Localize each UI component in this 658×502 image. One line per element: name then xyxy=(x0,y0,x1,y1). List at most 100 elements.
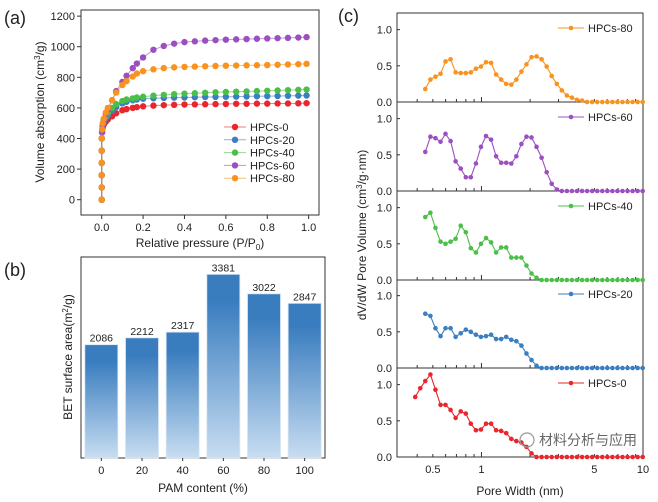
plot-frame xyxy=(80,9,320,216)
data-point-HPCs-60 xyxy=(428,134,433,140)
data-point-HPCs-20 xyxy=(284,92,292,100)
data-point-HPCs-0 xyxy=(150,102,157,109)
x-tick-label: 20 xyxy=(136,465,148,477)
data-point-HPCs-80 xyxy=(605,99,610,105)
data-point-HPCs-20 xyxy=(508,337,514,343)
data-point-HPCs-40 xyxy=(468,245,474,251)
x-tick-label: 0.4 xyxy=(177,222,192,234)
data-point-HPCs-60 xyxy=(559,188,565,194)
y-tick-label: 0.5 xyxy=(377,327,392,339)
data-point-HPCs-80 xyxy=(170,64,178,71)
data-point-HPCs-80 xyxy=(274,61,281,68)
data-point-HPCs-40 xyxy=(274,87,281,94)
data-point-HPCs-60 xyxy=(473,161,479,166)
data-point-HPCs-20 xyxy=(534,363,539,369)
x-tick-label: 100 xyxy=(295,465,313,477)
data-point-HPCs-60 xyxy=(433,135,438,141)
data-point-HPCs-40 xyxy=(253,87,261,95)
legend-label: HPCs-20 xyxy=(588,289,633,301)
data-point-HPCs-60 xyxy=(503,160,509,166)
data-point-HPCs-60 xyxy=(640,188,646,194)
data-point-HPCs-80 xyxy=(635,99,640,105)
x-tick-label: 60 xyxy=(217,465,229,477)
legend-label: HPCs-80 xyxy=(588,23,633,35)
bet-bar-chart: 2086 0 2212 20 2317 40 3381 60 3022 80 2847 100 xyxy=(80,256,326,477)
bar xyxy=(125,337,159,459)
y-tick-label: 600 xyxy=(57,103,75,115)
data-point-HPCs-40 xyxy=(453,236,458,242)
data-point-HPCs-60 xyxy=(534,144,539,150)
bar-value-label: 3381 xyxy=(212,262,236,274)
data-point-HPCs-60 xyxy=(625,188,630,194)
data-point-HPCs-20 xyxy=(579,365,585,371)
data-point-HPCs-80 xyxy=(119,81,126,89)
legend-marker xyxy=(231,162,239,169)
data-point-HPCs-0 xyxy=(243,100,250,107)
y-tick-label: 1.0 xyxy=(377,203,392,215)
data-point-HPCs-20 xyxy=(519,343,524,348)
data-point-HPCs-0 xyxy=(625,454,630,460)
xlabel-c: Pore Width (nm) xyxy=(476,484,563,498)
data-point-HPCs-40 xyxy=(473,250,479,255)
legend-label: HPCs-40 xyxy=(588,201,633,213)
x-tick-label: 1.0 xyxy=(301,222,316,234)
data-point-HPCs-20 xyxy=(488,332,494,338)
data-point-HPCs-60 xyxy=(453,159,458,164)
data-point-HPCs-20 xyxy=(448,325,453,331)
data-point-HPCs-60 xyxy=(529,135,534,140)
x-tick-label: 0.8 xyxy=(260,222,275,234)
data-point-HPCs-0 xyxy=(253,100,261,107)
data-point-HPCs-40 xyxy=(181,90,188,97)
data-point-HPCs-0 xyxy=(554,454,560,460)
data-point-HPCs-0 xyxy=(574,454,580,460)
data-point-HPCs-0 xyxy=(605,454,610,460)
data-point-HPCs-60 xyxy=(579,188,585,194)
data-point-HPCs-80 xyxy=(473,66,479,72)
bar-value-label: 2317 xyxy=(171,320,195,332)
data-point-HPCs-60 xyxy=(139,54,147,61)
data-point-HPCs-20 xyxy=(605,365,610,371)
bar xyxy=(247,293,281,459)
data-point-HPCs-80 xyxy=(508,82,514,87)
data-point-HPCs-20 xyxy=(610,365,615,371)
data-point-HPCs-80 xyxy=(554,81,560,87)
data-point-HPCs-0 xyxy=(579,454,585,460)
data-point-HPCs-60 xyxy=(569,188,575,194)
x-tick-label: 0.6 xyxy=(218,222,233,234)
y-tick-label: 0.0 xyxy=(377,275,392,287)
data-point-HPCs-0 xyxy=(569,454,575,460)
series-line-HPCs-60 xyxy=(424,132,643,192)
data-point-HPCs-80 xyxy=(201,63,209,70)
data-point-HPCs-20 xyxy=(422,311,428,317)
data-point-HPCs-20 xyxy=(539,365,544,371)
data-point-HPCs-0 xyxy=(468,421,474,427)
data-point-HPCs-60 xyxy=(458,166,464,171)
panel-label-c: (c) xyxy=(338,6,359,26)
watermark-text: 材料分析与应用 xyxy=(539,432,637,448)
data-point-HPCs-80 xyxy=(433,74,438,79)
data-point-HPCs-60 xyxy=(422,149,428,155)
x-tick-label: 1 xyxy=(478,464,484,476)
data-point-HPCs-20 xyxy=(574,365,580,371)
data-point-HPCs-60 xyxy=(253,35,261,42)
data-point-HPCs-20 xyxy=(243,93,250,100)
data-point-HPCs-60 xyxy=(448,138,453,144)
data-point-HPCs-20 xyxy=(529,357,534,363)
data-point-HPCs-60 xyxy=(150,46,157,53)
data-point-HPCs-0 xyxy=(549,454,555,460)
data-point-HPCs-80 xyxy=(514,77,519,82)
data-point-HPCs-20 xyxy=(468,329,474,335)
data-point-HPCs-80 xyxy=(574,97,580,103)
data-point-HPCs-40 xyxy=(559,277,565,283)
data-point-HPCs-80 xyxy=(539,57,544,62)
y-tick-label: 0.0 xyxy=(377,452,392,464)
data-point-HPCs-80 xyxy=(150,66,157,73)
data-point-HPCs-20 xyxy=(483,333,489,339)
data-point-HPCs-0 xyxy=(295,100,302,107)
data-point-HPCs-20 xyxy=(549,365,555,371)
data-point-HPCs-80 xyxy=(564,93,570,98)
data-point-HPCs-0 xyxy=(640,454,646,460)
data-point-HPCs-20 xyxy=(222,93,230,100)
data-point-HPCs-80 xyxy=(104,104,112,112)
